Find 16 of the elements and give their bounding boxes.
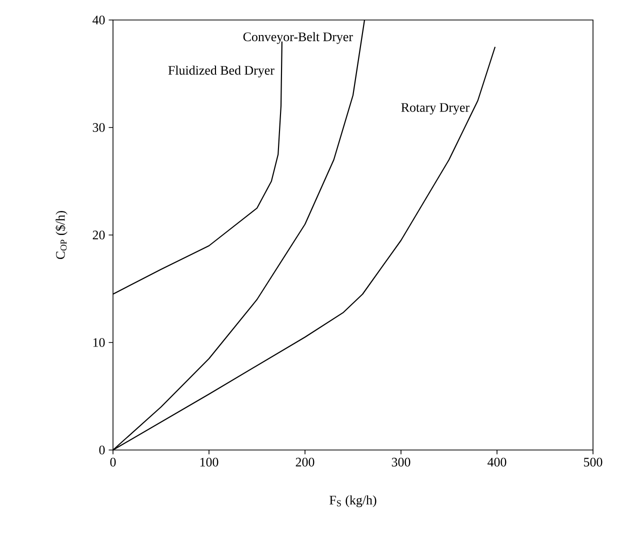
y-tick-label: 10 — [93, 338, 105, 347]
y-tick-label: 0 — [99, 446, 105, 454]
y-axis-title: C$_{OP}$ ($/h) — [55, 210, 68, 260]
x-tick-label: 0 — [110, 458, 116, 467]
x-tick-label: 500 — [584, 458, 602, 467]
series-label: Fluidized Bed Dryer — [168, 66, 274, 78]
series-label: Conveyor-Belt Dryer — [243, 32, 353, 44]
series-label: Rotary Dryer — [401, 103, 470, 115]
y-tick-label: 30 — [92, 123, 105, 132]
y-tick-label: 20 — [92, 230, 105, 240]
y-tick-label: 40 — [92, 16, 105, 24]
x-tick-label: 200 — [296, 458, 314, 467]
x-tick-label: 100 — [200, 458, 218, 467]
x-tick-label: 400 — [488, 458, 506, 467]
x-axis-title: F$_{S}$ (kg/h) — [330, 495, 376, 508]
x-tick-label: 300 — [392, 458, 410, 467]
